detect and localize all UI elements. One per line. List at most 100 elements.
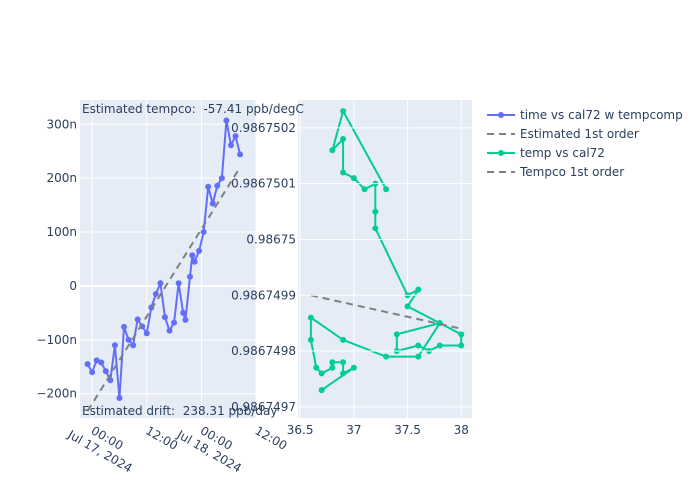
data-point [134, 316, 141, 323]
series-line-time-vs-cal72 [86, 120, 242, 399]
legend-swatch-marker [498, 150, 504, 156]
data-point [340, 169, 347, 176]
legend-label: Estimated 1st order [520, 127, 639, 141]
data-point [415, 353, 422, 360]
legend[interactable]: time vs cal72 w tempcomp Estimated 1st o… [487, 108, 683, 179]
data-point [340, 336, 347, 343]
data-point [350, 364, 357, 371]
data-point [329, 364, 336, 371]
data-point [329, 147, 336, 154]
data-point [340, 370, 347, 377]
data-point [102, 368, 109, 375]
data-point [84, 361, 91, 368]
data-point [196, 247, 203, 254]
data-point [171, 319, 178, 326]
data-point [223, 117, 230, 124]
data-point [200, 229, 207, 236]
left-y-tick-label: −100n [36, 333, 77, 347]
right-y-tick-label: 0.9867501 [231, 177, 296, 191]
left-y-tick-label: 300n [46, 117, 77, 131]
data-point [98, 359, 105, 366]
left-y-tick-label: −200n [36, 387, 77, 401]
data-point [383, 186, 390, 193]
data-point [209, 200, 216, 207]
legend-item-estimated-1st-order[interactable]: Estimated 1st order [487, 127, 639, 141]
data-point [307, 336, 314, 343]
data-point [157, 280, 164, 287]
data-point [383, 353, 390, 360]
left-y-tick-label: 200n [46, 171, 77, 185]
data-point [180, 309, 187, 316]
series-line-tempco-1st-order [310, 294, 462, 330]
x-tick-time: 12:00 [253, 423, 290, 452]
left-x-tick-label: 00:00Jul 17, 2024 [65, 414, 142, 475]
data-point [93, 357, 100, 364]
left-plot-background [80, 100, 256, 418]
data-point [361, 186, 368, 193]
left-x-tick-label: 12:00 [253, 423, 290, 452]
data-point [232, 133, 239, 140]
right-x-tick-label: 36.5 [287, 423, 314, 437]
annotation-tempco: Estimated tempco: -57.41 ppb/degC [82, 102, 304, 116]
left-x-tick-label: 00:00Jul 18, 2024 [174, 414, 251, 475]
data-point [458, 342, 465, 349]
data-point [372, 225, 379, 232]
data-point [404, 303, 411, 310]
data-point [130, 342, 137, 349]
data-point [436, 342, 443, 349]
right-y-tick-label: 0.9867499 [231, 288, 296, 302]
data-point [191, 258, 198, 265]
data-point [227, 142, 234, 149]
data-point [89, 369, 96, 376]
data-point [313, 364, 320, 371]
legend-label: temp vs cal72 [520, 146, 605, 160]
data-point [350, 175, 357, 182]
right-x-tick-label: 37 [346, 423, 361, 437]
data-point [125, 336, 132, 343]
left-y-tick-label: 0 [69, 279, 77, 293]
left-y-tick-label: 100n [46, 225, 77, 239]
data-point [340, 359, 347, 366]
annotation-drift: Estimated drift: 238.31 ppb/day [82, 404, 277, 418]
data-point [393, 331, 400, 338]
right-chart-panel: 36.5 37 37.5 38 0.9867502 0.9867501 0.98675 0.9… [231, 100, 472, 437]
data-point [415, 286, 422, 293]
right-y-tick-label: 0.9867497 [231, 400, 296, 414]
data-point [205, 183, 212, 190]
legend-swatch-marker [498, 112, 504, 118]
data-point [187, 273, 193, 280]
legend-label: time vs cal72 w tempcomp [520, 108, 683, 122]
legend-item-tempco-1st-order[interactable]: Tempco 1st order [487, 165, 624, 179]
legend-item-time-vs-cal72[interactable]: time vs cal72 w tempcomp [487, 108, 683, 122]
data-point [307, 314, 314, 321]
right-plot-background [298, 100, 472, 418]
data-point [372, 208, 379, 215]
data-point [340, 136, 347, 143]
data-point [218, 175, 225, 182]
right-y-tick-label: 0.98675 [246, 232, 296, 246]
data-point [237, 151, 244, 158]
data-point [166, 327, 173, 334]
right-y-tick-label: 0.9867502 [231, 121, 296, 135]
data-point [318, 387, 325, 394]
data-point [214, 182, 221, 189]
legend-item-temp-vs-cal72[interactable]: temp vs cal72 [487, 146, 605, 160]
data-point [340, 108, 347, 115]
data-point [175, 280, 182, 287]
data-point [189, 252, 196, 259]
data-point [182, 316, 189, 323]
right-y-tick-label: 0.9867498 [231, 344, 296, 358]
data-point [111, 342, 118, 349]
data-point [329, 359, 336, 366]
data-point [415, 342, 422, 349]
data-point [143, 330, 150, 337]
data-point [318, 370, 325, 377]
legend-label: Tempco 1st order [519, 165, 624, 179]
data-point [116, 395, 123, 402]
data-point [161, 314, 168, 321]
data-point [458, 331, 465, 338]
data-point [152, 291, 159, 298]
right-x-tick-label: 38 [454, 423, 469, 437]
right-x-tick-label: 37.5 [394, 423, 421, 437]
